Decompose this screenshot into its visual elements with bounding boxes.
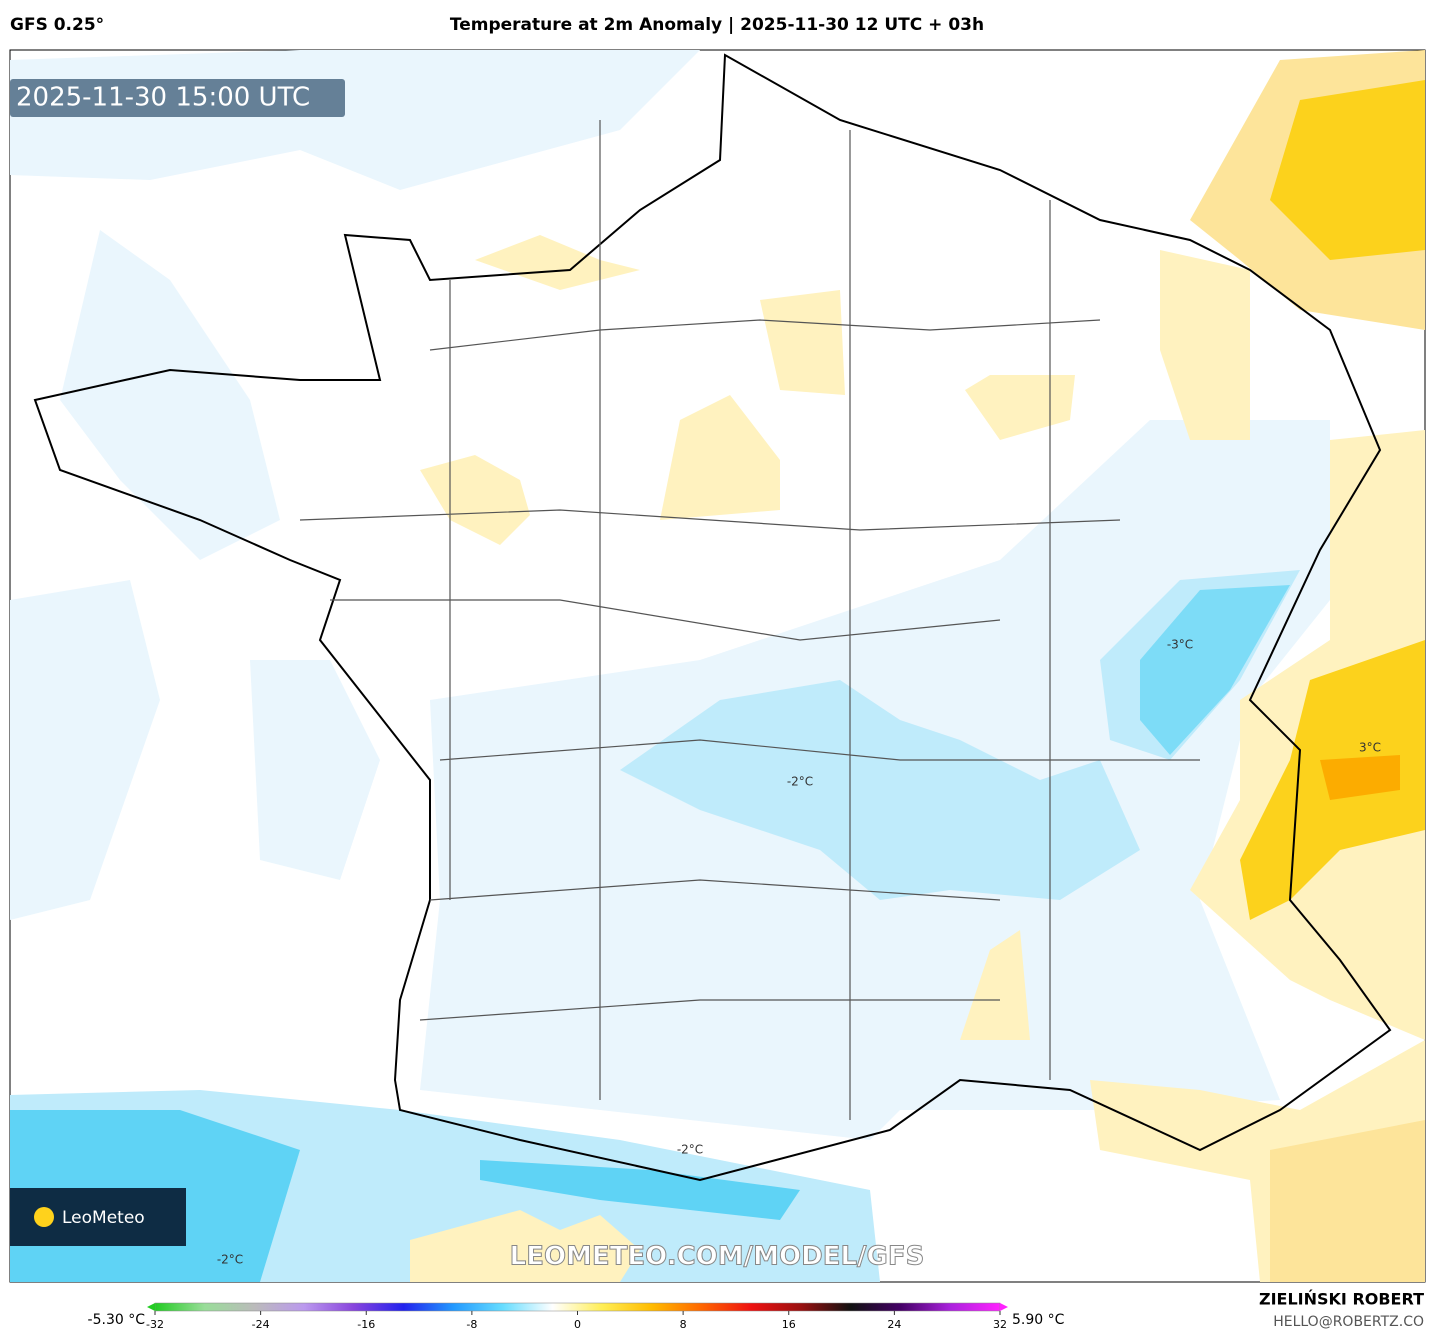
contour-label: -3°C: [1167, 638, 1193, 652]
anomaly-area: [620, 680, 1140, 900]
anomaly-area: [1270, 1120, 1425, 1282]
watermark: LEOMETEO.COM/MODEL/GFS: [510, 1242, 925, 1272]
colorbar-tick-label: -24: [252, 1318, 270, 1331]
colorbar-tick-label: 8: [680, 1318, 687, 1331]
anomaly-area: [10, 580, 160, 920]
anomaly-area: [1320, 755, 1400, 800]
anomaly-area: [250, 660, 380, 880]
model-name: GFS 0.25°: [10, 15, 104, 35]
anomaly-area: [410, 235, 1075, 1282]
colorbar-tick-label: -8: [466, 1318, 477, 1331]
colorbar: -32 -24 -16 -8 0 8 16 24 32: [146, 1302, 1008, 1331]
logo-text: LeoMeteo: [62, 1208, 145, 1228]
colorbar-tick-label: -32: [146, 1318, 164, 1331]
contour-label: -2°C: [217, 1253, 243, 1267]
colorbar-tick-label: 32: [993, 1318, 1007, 1331]
contour-label: -2°C: [787, 775, 813, 789]
colorbar-end: [1000, 1303, 1008, 1311]
contour-labels: -3°C 3°C -2°C -2°C -2°C: [217, 638, 1381, 1267]
author: ZIELIŃSKI ROBERT: [1259, 1290, 1424, 1309]
anomaly-area: [1270, 80, 1425, 260]
logo-sun: [34, 1207, 54, 1227]
anomaly-area: [60, 230, 280, 560]
colorbar-tick-label: 0: [574, 1318, 581, 1331]
contour-label: 3°C: [1359, 741, 1381, 755]
colorbar-tick-label: -16: [357, 1318, 375, 1331]
timestamp-box: [10, 79, 345, 117]
timestamp: 2025-11-30 15:00 UTC: [16, 83, 310, 113]
anomaly-area: [1140, 585, 1290, 755]
colorbar-gradient: [154, 1302, 1001, 1312]
min-label: -5.30 °C: [88, 1312, 146, 1328]
colorbar-tick-label: 16: [782, 1318, 796, 1331]
map-area: 2025-11-30 15:00 UTC LeoMeteo LEOMETEO.C…: [9, 49, 1426, 1283]
email: HELLO@ROBERTZ.CO: [1273, 1314, 1424, 1330]
max-label: 5.90 °C: [1012, 1312, 1065, 1328]
region-borders: [299, 120, 1200, 1120]
map-title: Temperature at 2m Anomaly | 2025-11-30 1…: [450, 15, 984, 35]
country-border: [33, 53, 1392, 1182]
contour-label: -2°C: [677, 1143, 703, 1157]
colorbar-tick-label: 24: [887, 1318, 901, 1331]
anomaly-area: [1160, 250, 1250, 440]
colorbar-end: [147, 1303, 155, 1311]
anomaly-area: [480, 1160, 800, 1220]
